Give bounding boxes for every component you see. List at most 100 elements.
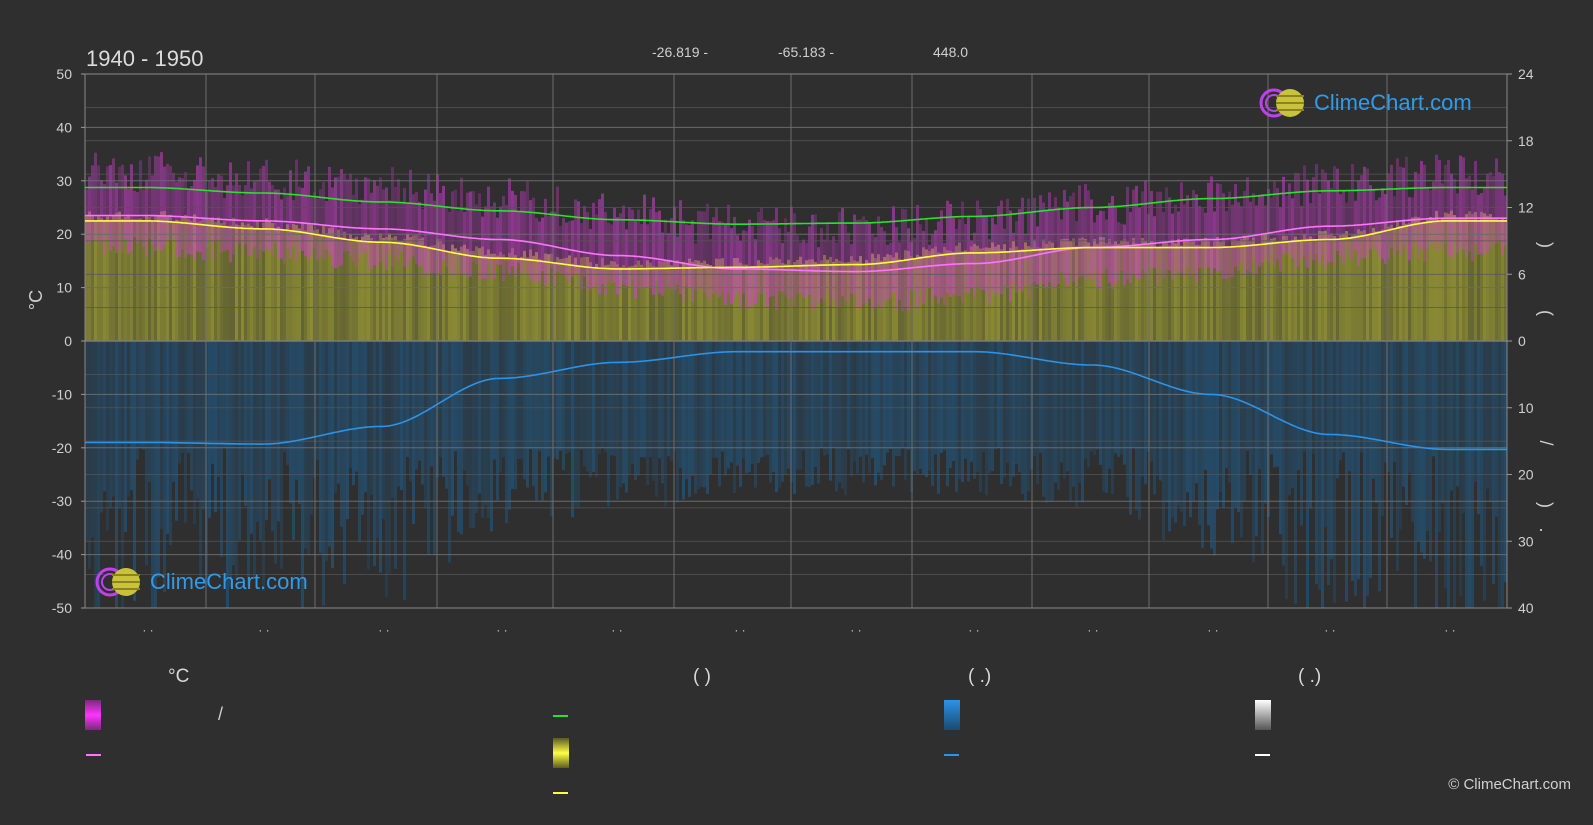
left-tick-label: 40 [56,119,72,135]
temp-range-band-bar [1318,193,1321,263]
sunshine-band-bar [529,249,532,341]
rain-band-bar [1345,341,1348,602]
rain-band-bar [1477,341,1480,515]
temp-range-band-bar [1459,155,1462,246]
sunshine-band-bar [565,257,568,341]
temp-range-band-bar [412,194,415,257]
rain-band-bar [592,341,595,472]
rain-band-bar [1366,341,1369,596]
temp-range-band-bar [811,214,814,310]
rain-band-bar [1273,341,1276,468]
sunshine-band-bar [1465,214,1468,341]
temp-range-band-bar [1291,198,1294,258]
sunshine-band-bar [412,235,415,341]
sunshine-band-bar [880,260,883,341]
sunshine-band-bar [487,249,490,341]
sunshine-band-bar [817,263,820,341]
rain-band-bar [1318,341,1321,590]
temp-range-band-bar [748,219,751,307]
rain-band-bar [376,341,379,539]
sunshine-band-bar [652,266,655,341]
rain-band-bar [796,341,799,470]
sunshine-band-bar [481,246,484,341]
rain-band-bar [1342,341,1345,453]
temp-range-band-bar [1069,196,1072,277]
sunshine-band-bar [1108,239,1111,341]
sunshine-band-bar [520,256,523,341]
sunshine-band-bar [85,215,88,341]
sunshine-band-bar [508,252,511,341]
rain-band-bar [1429,341,1432,562]
elevation-label: 448.0 [933,44,969,60]
sunshine-band-bar [574,257,577,341]
rain-band-bar [1264,341,1267,504]
sunshine-band-bar [502,254,505,341]
rain-band-bar [490,341,493,532]
rain-band-bar [1300,341,1303,526]
rain-band-bar [556,341,559,460]
rain-band-bar [1099,341,1102,465]
temp-range-band-bar [967,216,970,294]
temp-range-band-bar [1360,175,1363,258]
sunshine-band-bar [892,257,895,341]
sunshine-band-bar [712,266,715,341]
sunshine-band-bar [1180,245,1183,341]
sunshine-band-bar [727,267,730,341]
sunshine-band-bar [1216,237,1219,341]
temp-range-band-bar [103,183,106,256]
x-tick-label: · · [968,623,979,637]
sunshine-band-bar [1420,223,1423,341]
rain-band-bar [1084,341,1087,460]
rain-band-bar [415,341,418,470]
temp-range-band-bar [166,163,169,239]
rain-band-bar [823,341,826,456]
rain-band-bar [160,341,163,529]
rain-band-bar [514,341,517,490]
sunshine-band-bar [373,240,376,341]
sunshine-band-bar [1369,233,1372,341]
sunshine-band-bar [856,261,859,341]
temp-range-band-bar [1270,197,1273,261]
rain-band-bar [925,341,928,478]
rain-band-bar [661,341,664,484]
temp-range-band-bar [346,179,349,252]
sunshine-band-bar [331,227,334,341]
rain-band-bar [1000,341,1003,485]
sunshine-band-bar [823,255,826,341]
sunshine-band-bar [1174,243,1177,341]
rain-band-bar [355,341,358,472]
sunshine-band-bar [289,230,292,341]
sunshine-band-bar [97,216,100,341]
temp-range-band-bar [736,235,739,293]
rain-band-bar [463,341,466,471]
rain-band-bar [244,341,247,507]
sunshine-band-bar [181,217,184,341]
rain-band-bar [478,341,481,494]
temp-range-band-bar [1315,164,1318,255]
temp-range-band-bar [1012,232,1015,285]
sunshine-band-bar [1468,211,1471,341]
temp-range-band-bar [427,173,430,272]
sunshine-band-bar [1477,220,1480,341]
temp-range-band-bar [604,211,607,296]
rain-band-bar [1204,341,1207,470]
sunshine-band-bar [901,260,904,341]
temp-range-band-bar [136,191,139,243]
sunshine-band-bar [1486,215,1489,341]
temp-range-band-bar [1492,176,1495,245]
rain-band-bar [253,341,256,578]
x-tick-label: · · [142,623,153,637]
rain-band-bar [1381,341,1384,516]
temp-range-band-bar [691,220,694,303]
rain-band-bar [1291,341,1294,488]
sunshine-band-bar [736,258,739,341]
temp-range-band-bar [1132,189,1135,275]
temp-range-band-bar [535,218,538,282]
rain-band-bar [718,341,721,487]
temp-range-band-bar [679,200,682,295]
temp-range-band-bar [1255,205,1258,275]
rain-band-bar [1216,341,1219,510]
sunshine-band-bar [178,220,181,341]
sunshine-band-bar [154,216,157,341]
sunshine-band-bar [1333,235,1336,341]
